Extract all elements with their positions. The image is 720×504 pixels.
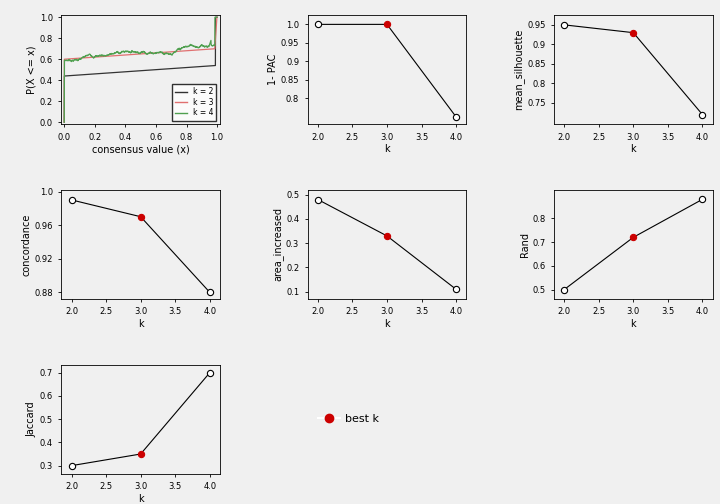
Y-axis label: 1- PAC: 1- PAC <box>268 54 278 85</box>
Y-axis label: concordance: concordance <box>22 213 32 276</box>
Y-axis label: mean_silhouette: mean_silhouette <box>513 29 524 110</box>
X-axis label: k: k <box>138 494 143 504</box>
X-axis label: k: k <box>631 145 636 154</box>
Legend: best k: best k <box>313 410 384 428</box>
X-axis label: consensus value (x): consensus value (x) <box>91 145 189 154</box>
X-axis label: k: k <box>384 145 390 154</box>
Y-axis label: Rand: Rand <box>520 232 529 257</box>
Y-axis label: P(X <= x): P(X <= x) <box>27 45 37 94</box>
Legend: k = 2, k = 3, k = 4: k = 2, k = 3, k = 4 <box>172 84 216 120</box>
X-axis label: k: k <box>138 319 143 329</box>
Y-axis label: Jaccard: Jaccard <box>27 401 37 437</box>
Y-axis label: area_increased: area_increased <box>272 208 283 281</box>
X-axis label: k: k <box>631 319 636 329</box>
X-axis label: k: k <box>384 319 390 329</box>
